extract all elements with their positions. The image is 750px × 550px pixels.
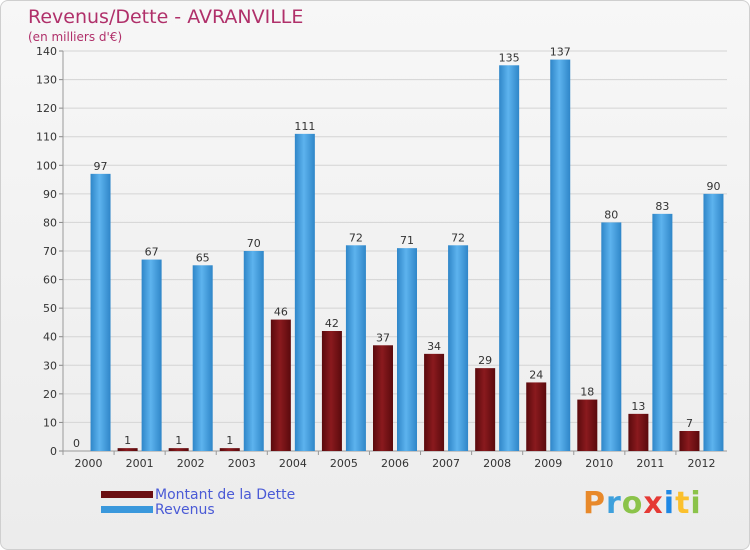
- x-tick-label: 2010: [585, 457, 613, 470]
- data-label-dette: 18: [580, 386, 594, 399]
- bar-dette: [679, 431, 700, 451]
- bar-revenus: [652, 213, 673, 451]
- chart-title: Revenus/Dette - AVRANVILLE: [28, 6, 304, 28]
- data-label-revenus: 135: [499, 51, 520, 64]
- bar-revenus: [141, 259, 162, 451]
- x-tick-label: 2002: [177, 457, 205, 470]
- bar-revenus: [397, 248, 417, 451]
- y-tick-label: 30: [43, 359, 57, 372]
- y-tick-label: 140: [36, 45, 57, 58]
- bar-revenus: [448, 245, 469, 451]
- bar-dette: [526, 382, 547, 451]
- data-label-revenus: 72: [451, 231, 465, 244]
- x-tick-label: 2003: [228, 457, 256, 470]
- data-label-revenus: 71: [400, 234, 414, 247]
- legend-item-revenus: Revenus: [101, 501, 295, 518]
- data-label-dette: 29: [478, 354, 492, 367]
- y-tick-label: 130: [36, 74, 57, 87]
- data-label-dette: 24: [529, 368, 543, 381]
- bar-dette: [475, 368, 496, 451]
- data-label-revenus: 83: [655, 200, 669, 213]
- x-tick-label: 2007: [432, 457, 460, 470]
- y-tick-label: 60: [43, 274, 57, 287]
- y-tick-label: 20: [43, 388, 57, 401]
- y-tick-label: 70: [43, 245, 57, 258]
- data-label-revenus: 72: [349, 231, 363, 244]
- legend-label-revenus: Revenus: [155, 501, 215, 518]
- y-tick-label: 90: [43, 188, 57, 201]
- bar-dette: [373, 345, 393, 451]
- bar-dette: [168, 448, 189, 451]
- legend: Montant de la Dette Revenus: [101, 486, 296, 518]
- data-label-revenus: 67: [145, 246, 159, 259]
- bar-dette: [321, 331, 342, 451]
- x-tick-label: 2012: [687, 457, 715, 470]
- x-tick-label: 2011: [636, 457, 664, 470]
- legend-label-dette: Montant de la Dette: [155, 486, 296, 503]
- y-tick-label: 110: [36, 131, 57, 144]
- bar-dette: [577, 399, 598, 451]
- x-tick-label: 2009: [534, 457, 562, 470]
- bar-revenus: [550, 59, 571, 451]
- legend-swatch-dette: [101, 491, 153, 498]
- data-label-dette: 42: [325, 317, 339, 330]
- data-label-revenus: 111: [294, 120, 315, 133]
- x-tick-label: 2001: [126, 457, 154, 470]
- data-label-revenus: 65: [196, 251, 210, 264]
- data-label-dette: 1: [175, 434, 182, 447]
- legend-swatch-revenus: [101, 506, 153, 513]
- x-tick-label: 2000: [75, 457, 103, 470]
- bar-revenus: [90, 173, 111, 451]
- bar-revenus: [345, 245, 366, 451]
- data-label-dette: 0: [73, 437, 80, 450]
- bar-revenus: [243, 251, 264, 451]
- bar-revenus: [601, 222, 622, 451]
- x-tick-label: 2006: [381, 457, 409, 470]
- x-tick-label: 2008: [483, 457, 511, 470]
- x-tick-label: 2004: [279, 457, 307, 470]
- y-tick-label: 0: [50, 445, 57, 458]
- bar-revenus: [703, 193, 724, 451]
- bar-dette: [219, 448, 240, 451]
- y-tick-label: 10: [43, 416, 57, 429]
- y-tick-label: 80: [43, 216, 57, 229]
- bar-dette: [270, 319, 291, 451]
- y-tick-label: 100: [36, 159, 57, 172]
- data-label-revenus: 90: [706, 180, 720, 193]
- chart-subtitle: (en milliers d'€): [28, 30, 123, 44]
- bar-revenus: [294, 133, 315, 451]
- bar-revenus: [499, 65, 520, 452]
- bar-dette: [628, 413, 649, 451]
- data-label-dette: 46: [274, 306, 288, 319]
- data-label-dette: 1: [226, 434, 233, 447]
- data-label-dette: 37: [376, 331, 390, 344]
- y-tick-label: 40: [43, 331, 57, 344]
- data-label-dette: 34: [427, 340, 441, 353]
- bar-revenus: [192, 265, 213, 451]
- data-label-revenus: 137: [550, 46, 571, 59]
- legend-item-dette: Montant de la Dette: [101, 486, 296, 503]
- proxiti-logo: Proxiti: [583, 486, 702, 521]
- bar-dette: [117, 448, 138, 451]
- data-label-dette: 1: [124, 434, 131, 447]
- bar-dette: [424, 353, 445, 451]
- data-label-revenus: 80: [604, 208, 618, 221]
- y-tick-label: 120: [36, 102, 57, 115]
- y-tick-label: 50: [43, 302, 57, 315]
- data-label-dette: 13: [631, 400, 645, 413]
- data-label-revenus: 70: [247, 237, 261, 250]
- data-label-revenus: 97: [94, 160, 108, 173]
- data-label-dette: 7: [686, 417, 693, 430]
- x-tick-label: 2005: [330, 457, 358, 470]
